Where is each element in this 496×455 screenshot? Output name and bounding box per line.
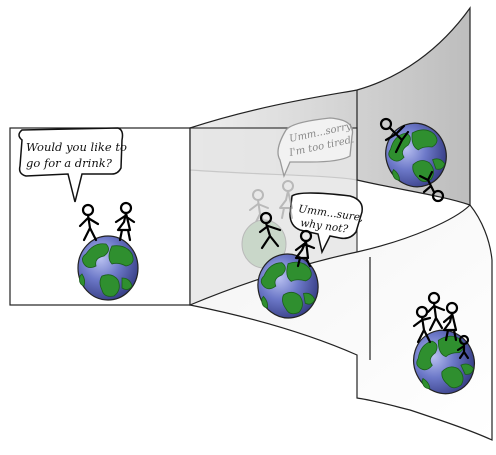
speech-bubble-2: Umm...sure, why not?	[289, 192, 364, 255]
svg-text:go for a drink?: go for a drink?	[26, 156, 113, 170]
stick-figures-1	[78, 201, 136, 242]
globe-1	[77, 235, 139, 301]
stick-figures-4	[412, 291, 470, 360]
bubble-1-line-2: go for a drink?	[26, 156, 113, 170]
lower-curved-panel	[187, 204, 493, 441]
bubble-1-line-1: Would you like to	[26, 140, 127, 154]
speech-bubble-2-faded: Umm...sorry, I'm too tired.	[277, 117, 355, 179]
speech-bubble-1: Would you like to go for a drink?	[18, 127, 127, 203]
stick-figures-3	[379, 117, 445, 203]
svg-text:Would you like to: Would you like to	[26, 140, 127, 154]
stick-figures-2	[258, 211, 316, 268]
